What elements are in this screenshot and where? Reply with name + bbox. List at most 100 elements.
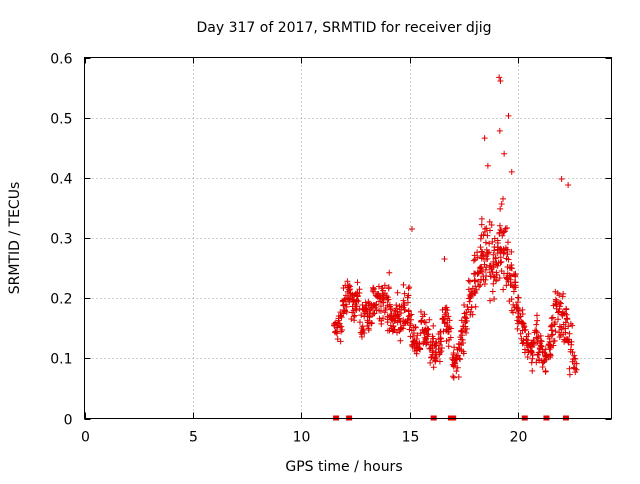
data-point (497, 249, 504, 256)
data-point (556, 323, 563, 330)
data-point (565, 338, 572, 345)
data-point (410, 330, 417, 337)
data-point (404, 316, 411, 323)
x-tick-labels: 0 5 10 15 20 (81, 430, 527, 446)
data-point (470, 257, 477, 264)
data-point (562, 337, 569, 344)
x-tick-label: 0 (81, 430, 90, 446)
data-point (400, 304, 407, 311)
data-point (497, 259, 504, 266)
data-point (487, 273, 494, 280)
data-point (497, 77, 504, 84)
data-point (361, 313, 368, 320)
data-point (405, 292, 412, 299)
data-point (361, 330, 368, 337)
data-point (342, 301, 349, 308)
data-point (454, 364, 461, 371)
data-point (478, 232, 485, 239)
data-point (384, 296, 391, 303)
data-point (435, 331, 442, 338)
data-point (558, 324, 565, 331)
data-point (489, 268, 496, 275)
data-point (535, 351, 542, 358)
data-point (571, 352, 578, 359)
data-point (461, 310, 468, 317)
data-point (435, 346, 442, 353)
data-point (335, 317, 342, 324)
data-point (406, 312, 413, 319)
data-point (387, 312, 394, 319)
data-point (519, 306, 526, 313)
data-point (513, 306, 520, 313)
data-point (541, 357, 548, 364)
data-point (481, 226, 488, 233)
data-point (418, 318, 425, 325)
data-point (444, 322, 451, 329)
data-point (387, 306, 394, 313)
data-point (517, 330, 524, 337)
y-tick-label: 0.2 (50, 292, 72, 308)
data-point (489, 238, 496, 245)
data-point (492, 261, 499, 268)
data-point (508, 265, 515, 272)
data-point (461, 301, 468, 308)
axis-ticks (84, 57, 612, 420)
data-point (380, 299, 387, 306)
data-point (368, 319, 375, 326)
data-point (520, 339, 527, 346)
data-point (549, 323, 556, 330)
data-point (462, 329, 469, 336)
data-point (550, 342, 557, 349)
data-point (384, 313, 391, 320)
data-point (398, 309, 405, 316)
data-point (504, 239, 511, 246)
data-point (360, 326, 367, 333)
data-point (396, 315, 403, 322)
data-point (343, 303, 350, 310)
y-axis-label: SRMTID / TECUs (7, 182, 23, 295)
data-point (466, 298, 473, 305)
data-point (484, 250, 491, 257)
data-point (413, 342, 420, 349)
data-point (344, 296, 351, 303)
data-point (430, 364, 437, 371)
data-point (482, 239, 489, 246)
data-point (508, 273, 515, 280)
data-point (533, 312, 540, 319)
y-tick-label: 0.4 (50, 172, 72, 188)
data-point (496, 274, 503, 281)
data-point (481, 135, 488, 142)
data-point (488, 221, 495, 228)
data-point (569, 358, 576, 365)
data-point (338, 328, 345, 335)
data-point (419, 313, 426, 320)
data-point (393, 302, 400, 309)
data-point (563, 306, 570, 313)
data-point (508, 248, 515, 255)
data-point (514, 325, 521, 332)
data-point (567, 320, 574, 327)
data-point (345, 286, 352, 293)
data-point (391, 307, 398, 314)
data-point (566, 365, 573, 372)
data-point (414, 332, 421, 339)
data-point (443, 309, 450, 316)
data-point (494, 237, 501, 244)
data-point (511, 279, 518, 286)
data-point (493, 277, 500, 284)
data-point (506, 272, 513, 279)
data-point (478, 215, 485, 222)
data-point (407, 320, 414, 327)
data-point (486, 240, 493, 247)
data-point (571, 365, 578, 372)
data-point (549, 331, 556, 338)
x-tick-label: 20 (510, 430, 528, 446)
data-point (545, 353, 552, 360)
data-point (469, 311, 476, 318)
data-point (479, 248, 486, 255)
data-point (502, 225, 509, 232)
data-point (424, 326, 431, 333)
data-point (397, 337, 404, 344)
y-tick-label: 0.3 (50, 232, 72, 248)
data-point (444, 307, 451, 314)
